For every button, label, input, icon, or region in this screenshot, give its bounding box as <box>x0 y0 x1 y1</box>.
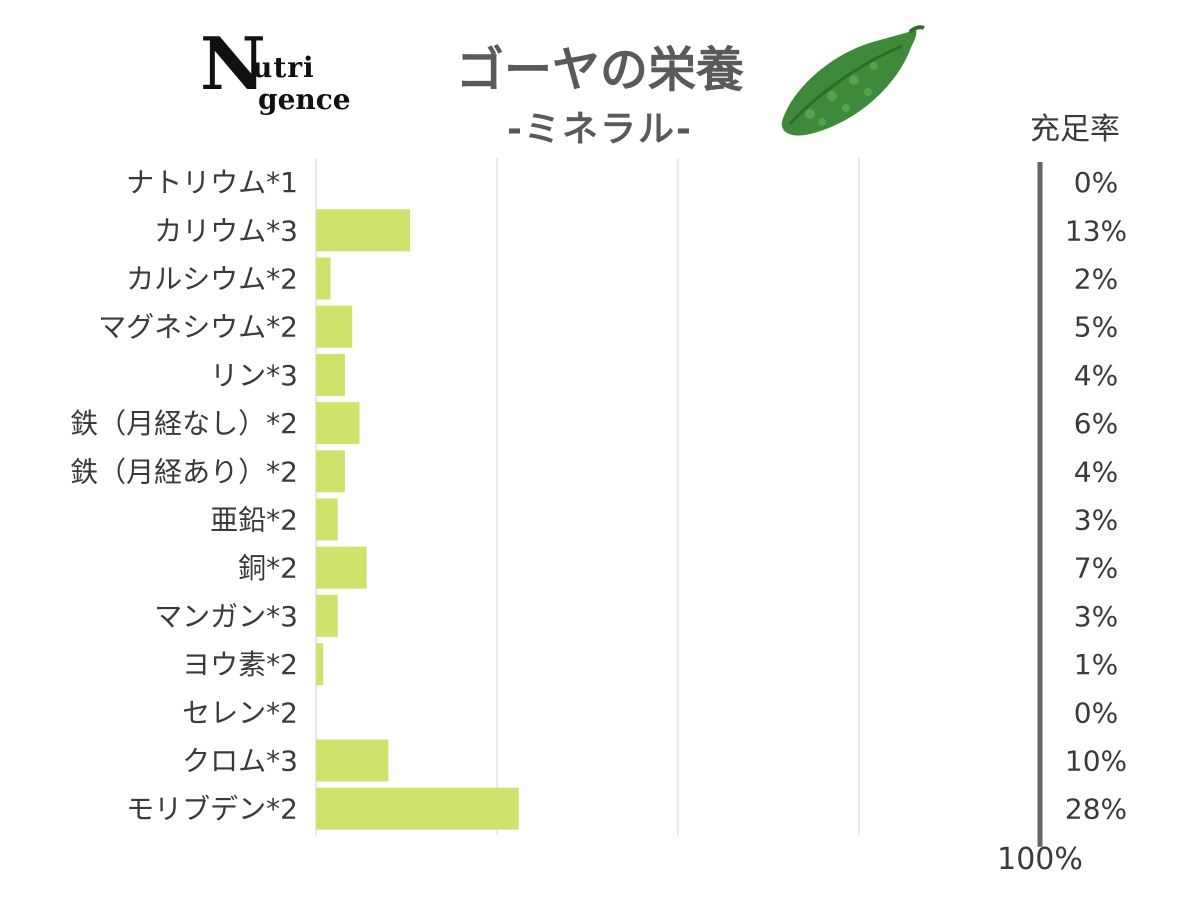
value-label: 0% <box>1074 696 1118 729</box>
value-label: 28% <box>1065 793 1127 826</box>
bar <box>316 257 331 300</box>
bar <box>316 643 324 686</box>
category-label: リン*3 <box>210 359 298 392</box>
category-label: カリウム*3 <box>154 214 298 247</box>
bar <box>316 402 360 445</box>
bar <box>316 498 338 541</box>
value-label: 3% <box>1074 600 1118 633</box>
category-label: セレン*2 <box>182 696 298 729</box>
category-label: ヨウ素*2 <box>182 648 298 681</box>
value-label: 6% <box>1074 407 1118 440</box>
bitter-gourd-icon <box>781 25 925 136</box>
chart-title: ゴーヤの栄養 <box>455 42 744 98</box>
value-label: 10% <box>1065 745 1127 778</box>
rate-header: 充足率 <box>1030 112 1120 147</box>
category-label: モリブデン*2 <box>126 793 298 826</box>
value-label: 2% <box>1074 263 1118 296</box>
category-label: 鉄（月経あり）*2 <box>70 455 298 488</box>
value-label: 4% <box>1074 359 1118 392</box>
category-label: カルシウム*2 <box>126 263 298 296</box>
value-label: 4% <box>1074 455 1118 488</box>
logo-line1: utri <box>252 51 315 84</box>
value-label: 13% <box>1065 214 1127 247</box>
value-label: 3% <box>1074 504 1118 537</box>
category-label: マンガン*3 <box>154 600 298 633</box>
category-label: 亜鉛*2 <box>210 504 298 537</box>
value-label: 0% <box>1074 166 1118 199</box>
bar <box>316 787 519 830</box>
chart-subtitle: -ミネラル- <box>507 109 693 150</box>
value-label: 7% <box>1074 552 1118 585</box>
category-label: ナトリウム*1 <box>126 166 298 199</box>
logo-line2: gence <box>258 83 351 116</box>
logo-letter: N <box>200 21 266 106</box>
category-label: マグネシウム*2 <box>98 311 298 344</box>
bar <box>316 594 338 637</box>
category-label: 鉄（月経なし）*2 <box>70 407 298 440</box>
total-label: 100% <box>997 842 1083 877</box>
nutrigence-logo: N utri gence <box>200 28 370 138</box>
bar <box>316 305 353 348</box>
bar <box>316 546 367 589</box>
value-label: 5% <box>1074 311 1118 344</box>
bar <box>316 353 345 396</box>
category-label: 銅*2 <box>238 552 298 585</box>
bar <box>316 209 411 252</box>
bar <box>316 450 345 493</box>
bar <box>316 739 389 782</box>
value-label: 1% <box>1074 648 1118 681</box>
category-label: クロム*3 <box>182 745 298 778</box>
